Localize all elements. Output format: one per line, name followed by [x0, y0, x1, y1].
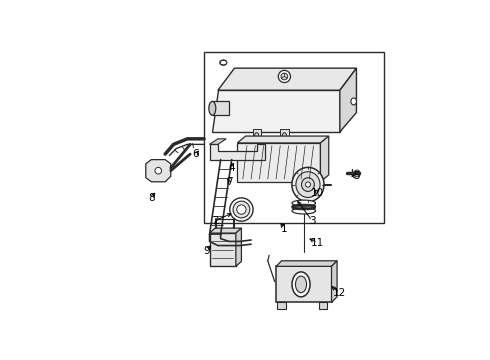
Polygon shape — [210, 228, 242, 233]
Text: 11: 11 — [311, 238, 324, 248]
Text: 1: 1 — [281, 224, 288, 234]
Text: 5: 5 — [353, 171, 360, 181]
Ellipse shape — [292, 208, 316, 214]
Polygon shape — [276, 261, 337, 266]
Text: 3: 3 — [309, 216, 316, 226]
Ellipse shape — [306, 182, 310, 187]
Circle shape — [155, 167, 162, 174]
Circle shape — [237, 205, 246, 214]
Polygon shape — [236, 228, 242, 266]
Polygon shape — [212, 102, 229, 115]
Text: 4: 4 — [228, 163, 235, 173]
Ellipse shape — [255, 132, 259, 140]
Polygon shape — [340, 68, 356, 132]
Bar — [204, 51, 384, 223]
Bar — [319, 302, 327, 309]
Polygon shape — [212, 90, 340, 132]
Circle shape — [230, 198, 253, 221]
Polygon shape — [210, 139, 226, 144]
Text: 8: 8 — [148, 193, 155, 203]
Ellipse shape — [296, 172, 320, 198]
Ellipse shape — [295, 276, 307, 293]
Ellipse shape — [292, 167, 324, 202]
Polygon shape — [320, 136, 329, 182]
Text: 12: 12 — [333, 288, 346, 298]
Circle shape — [354, 170, 360, 177]
Polygon shape — [276, 266, 332, 302]
Bar — [277, 302, 286, 309]
Ellipse shape — [292, 272, 310, 297]
Polygon shape — [237, 143, 320, 182]
Bar — [280, 129, 289, 136]
Circle shape — [281, 73, 288, 80]
Polygon shape — [218, 68, 356, 90]
Circle shape — [233, 201, 250, 218]
Text: 2: 2 — [212, 216, 219, 226]
Text: 7: 7 — [225, 177, 232, 187]
Circle shape — [278, 70, 291, 82]
Polygon shape — [332, 261, 337, 302]
Ellipse shape — [209, 102, 216, 115]
Ellipse shape — [351, 98, 356, 105]
Text: 10: 10 — [311, 188, 324, 198]
Polygon shape — [146, 159, 171, 182]
Bar — [252, 129, 261, 136]
Polygon shape — [237, 136, 329, 143]
Ellipse shape — [282, 132, 287, 140]
Polygon shape — [210, 144, 265, 159]
Polygon shape — [210, 233, 236, 266]
Ellipse shape — [301, 178, 315, 192]
Text: 9: 9 — [203, 246, 210, 256]
Ellipse shape — [292, 200, 316, 206]
Text: 6: 6 — [193, 149, 199, 159]
